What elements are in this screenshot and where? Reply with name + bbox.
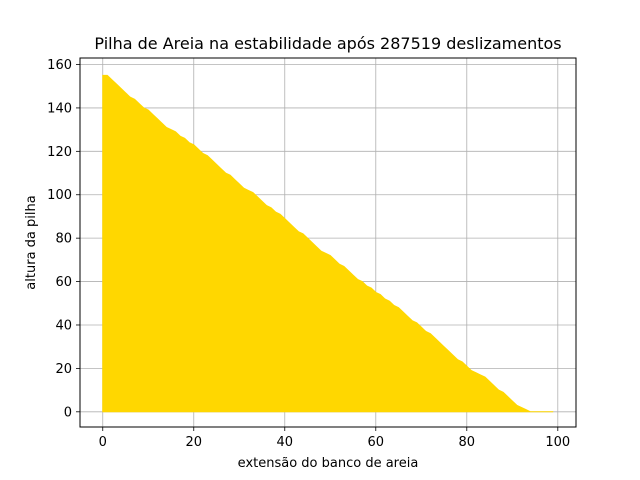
y-tick-label: 40 <box>55 318 72 333</box>
x-tick-label: 40 <box>276 435 293 450</box>
x-tick-label: 20 <box>185 435 202 450</box>
x-tick-label: 0 <box>99 435 107 450</box>
y-tick-label: 160 <box>47 58 72 73</box>
y-tick-label: 20 <box>55 362 72 377</box>
y-tick-label: 120 <box>47 145 72 160</box>
y-tick-label: 60 <box>55 275 72 290</box>
x-axis-label: extensão do banco de areia <box>238 456 419 471</box>
x-tick-label: 60 <box>368 435 385 450</box>
x-axis-ticks: 0 20 40 60 80 100 <box>99 427 570 450</box>
y-axis-label: altura da pilha <box>24 195 39 289</box>
chart-title: Pilha de Areia na estabilidade após 2875… <box>94 34 561 53</box>
x-tick-label: 80 <box>459 435 476 450</box>
y-tick-label: 0 <box>64 405 72 420</box>
plot-area-fill <box>102 74 554 413</box>
y-tick-label: 80 <box>55 232 72 247</box>
y-axis-ticks: 0 20 40 60 80 100 120 140 160 <box>47 58 80 420</box>
axes-frame <box>79 57 577 428</box>
sand-area <box>102 74 554 413</box>
y-tick-label: 140 <box>47 101 72 116</box>
x-tick-label: 100 <box>545 435 570 450</box>
y-tick-label: 100 <box>47 188 72 203</box>
